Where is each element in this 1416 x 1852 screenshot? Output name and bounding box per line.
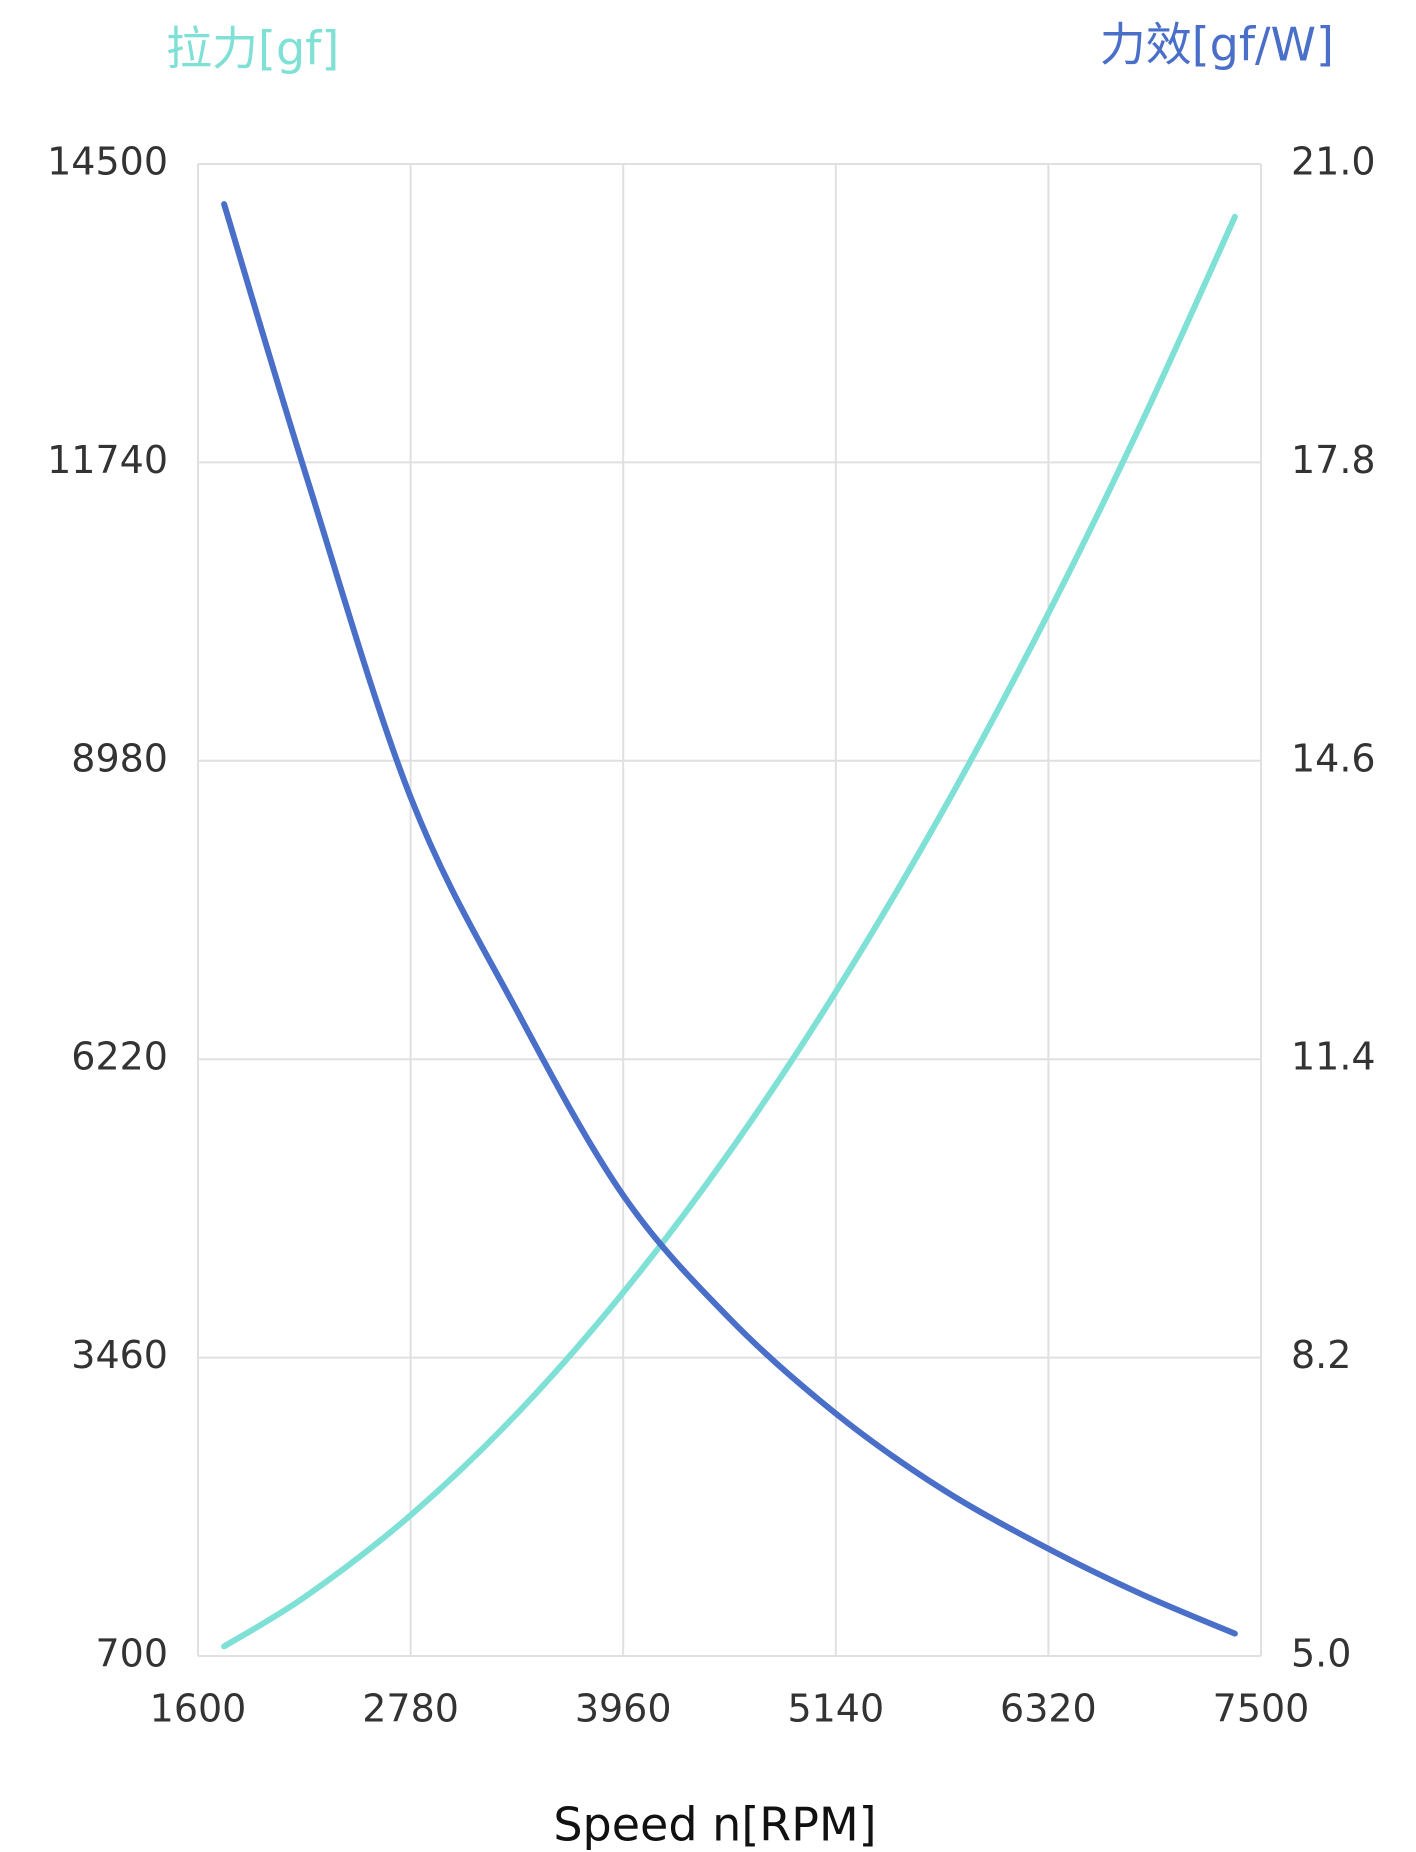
y2-tick-label: 17.8 xyxy=(1291,438,1376,482)
x-tick-label: 2780 xyxy=(362,1687,459,1731)
x-tick-label: 3960 xyxy=(575,1687,672,1731)
y2-tick-label: 11.4 xyxy=(1291,1035,1376,1079)
y2-tick-label: 14.6 xyxy=(1291,736,1376,780)
x-tick-label: 5140 xyxy=(787,1687,884,1731)
y2-tick-label: 21.0 xyxy=(1291,140,1376,184)
y-tick-label: 11740 xyxy=(47,438,168,482)
y-tick-label: 3460 xyxy=(71,1333,168,1377)
y2-tick-label: 8.2 xyxy=(1291,1333,1351,1377)
y-tick-label: 14500 xyxy=(47,140,168,184)
y-tick-label: 700 xyxy=(95,1632,168,1676)
y2-tick-label: 5.0 xyxy=(1291,1632,1351,1676)
series-line xyxy=(221,201,1238,1637)
series-line xyxy=(221,213,1238,1650)
right-axis-title: 力效[gf/W] xyxy=(1100,18,1334,72)
x-axis-title: Speed n[RPM] xyxy=(553,1798,876,1852)
x-tick-label: 6320 xyxy=(1000,1687,1097,1731)
y-tick-label: 6220 xyxy=(71,1035,168,1079)
x-tick-label: 7500 xyxy=(1213,1687,1310,1731)
left-axis-title: 拉力[gf] xyxy=(166,22,339,76)
x-tick-label: 1600 xyxy=(150,1687,247,1731)
y-tick-label: 8980 xyxy=(71,736,168,780)
